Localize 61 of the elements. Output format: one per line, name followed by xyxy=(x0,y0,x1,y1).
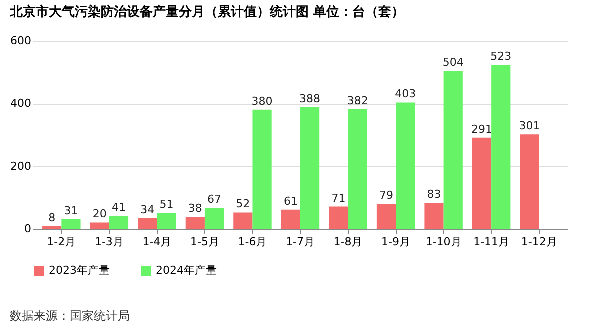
bar xyxy=(109,216,129,229)
bar xyxy=(376,204,396,229)
data-label: 67 xyxy=(208,193,222,206)
legend-label: 2023年产量 xyxy=(49,264,110,277)
x-tick-label: 1-5月 xyxy=(190,236,220,248)
bar xyxy=(492,65,511,229)
bar xyxy=(234,212,253,229)
bar xyxy=(138,218,158,229)
y-tick-label: 600 xyxy=(10,34,32,48)
data-label: 51 xyxy=(160,198,174,212)
x-tick-label: 1-9月 xyxy=(382,236,411,248)
bar xyxy=(424,202,444,229)
chart-title: 北京市大气污染防治设备产量分月（累计值）统计图 单位：台（套） xyxy=(9,4,405,20)
data-label: 34 xyxy=(140,203,155,216)
data-label: 20 xyxy=(92,208,107,221)
data-label: 61 xyxy=(284,194,298,208)
data-label: 388 xyxy=(300,92,321,106)
data-label: 380 xyxy=(252,94,273,108)
legend-label: 2024年产量 xyxy=(156,264,217,277)
data-label: 83 xyxy=(427,188,442,201)
x-tick-label: 1-12月 xyxy=(521,236,558,248)
bar xyxy=(90,222,110,229)
data-label: 79 xyxy=(379,189,394,202)
source-note: 数据来源：国家统计局 xyxy=(10,308,130,325)
bar xyxy=(396,102,416,229)
bar xyxy=(444,71,463,229)
bar xyxy=(281,210,300,229)
bar xyxy=(157,213,176,229)
x-tick-label: 1-8月 xyxy=(334,236,363,248)
data-label: 52 xyxy=(236,198,250,211)
data-label: 41 xyxy=(112,201,126,214)
bar xyxy=(520,134,540,229)
x-tick-label: 1-7月 xyxy=(286,236,315,248)
bar xyxy=(204,208,224,229)
bar xyxy=(348,109,368,229)
bar xyxy=(42,226,62,229)
bar xyxy=(62,219,81,229)
bar xyxy=(329,206,348,229)
data-label: 301 xyxy=(519,120,540,133)
x-tick-label: 1-2月 xyxy=(47,236,76,248)
data-label: 523 xyxy=(490,50,512,64)
data-label: 382 xyxy=(347,94,368,108)
data-label: 403 xyxy=(395,88,416,101)
data-label: 38 xyxy=(188,202,202,216)
bar xyxy=(252,110,272,229)
bar xyxy=(300,107,320,229)
x-tick-label: 1-11月 xyxy=(474,236,510,248)
data-label: 8 xyxy=(48,211,56,224)
bar xyxy=(472,138,492,229)
x-tick-label: 1-6月 xyxy=(238,236,268,248)
y-tick-label: 400 xyxy=(10,97,32,110)
data-label: 291 xyxy=(472,122,493,136)
data-label: 71 xyxy=(332,192,346,205)
x-tick-label: 1-4月 xyxy=(142,236,172,248)
data-label: 31 xyxy=(64,204,78,218)
bar xyxy=(186,217,205,229)
y-tick-label: 200 xyxy=(10,160,32,173)
y-tick-label: 0 xyxy=(24,222,32,236)
x-tick-label: 1-3月 xyxy=(94,236,124,248)
data-label: 504 xyxy=(442,56,464,70)
x-tick-label: 1-10月 xyxy=(426,236,462,248)
